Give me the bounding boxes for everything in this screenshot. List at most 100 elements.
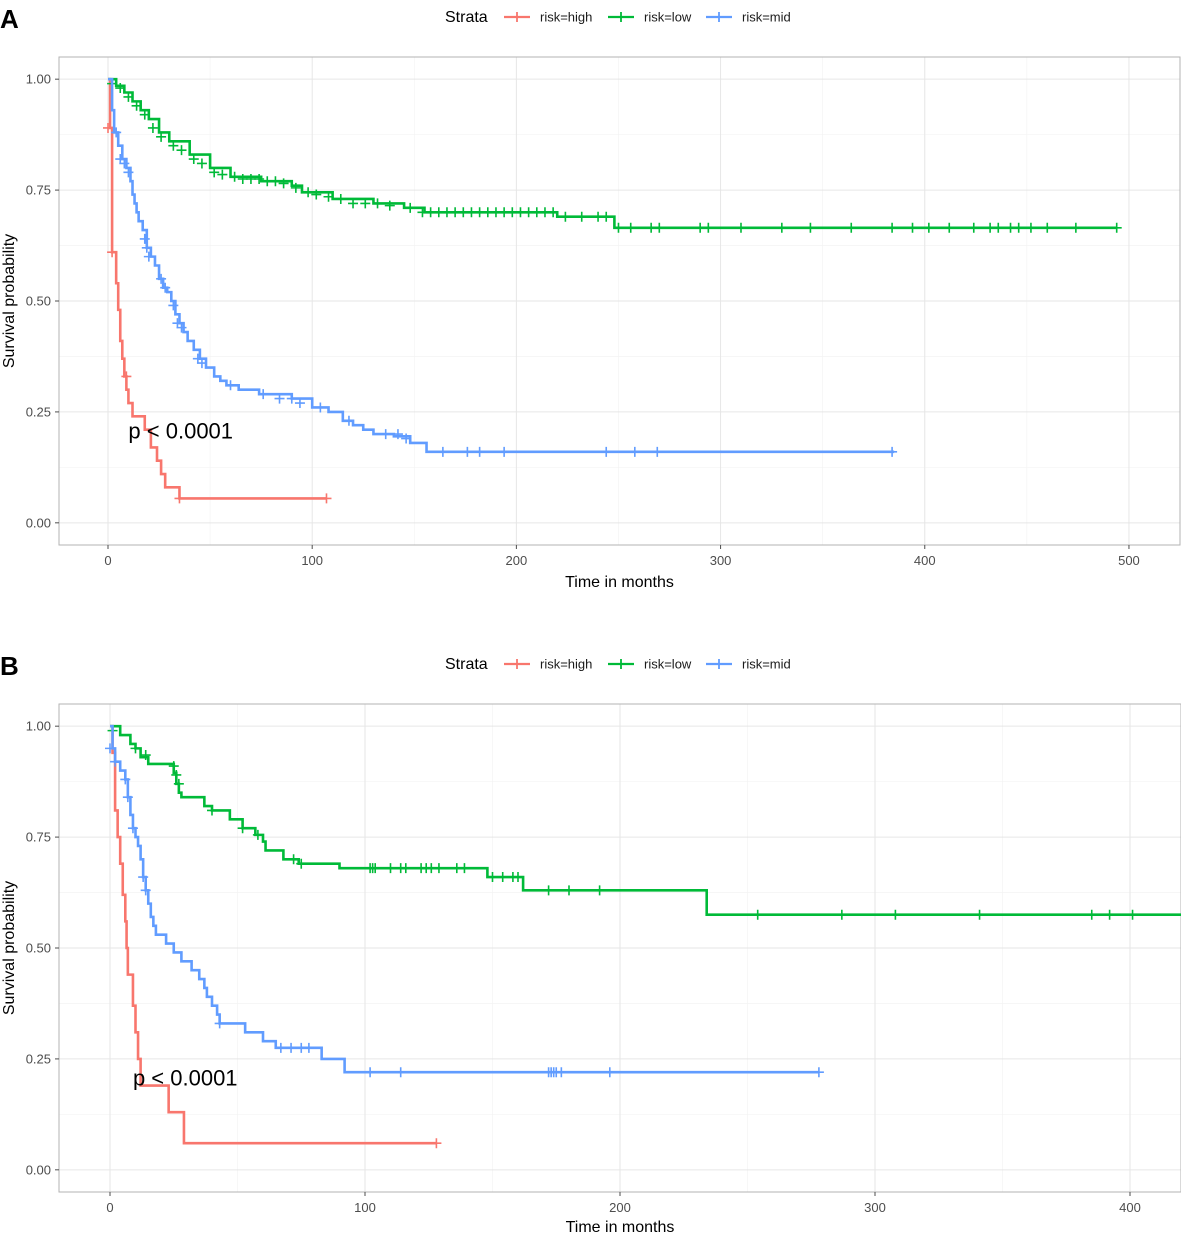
y-axis-title: Survival probability xyxy=(1,881,18,1015)
axes: 0 100 200 300 400 0.00 0.25 0.50 0.75 1.00 xyxy=(26,719,1141,1215)
censor-mark xyxy=(887,446,898,457)
censor-mark xyxy=(140,885,151,896)
censor-mark xyxy=(805,222,816,233)
censor-mark xyxy=(252,829,263,840)
legend-title: Strata xyxy=(445,9,488,26)
censor-mark xyxy=(119,158,130,169)
censor-mark xyxy=(156,131,167,142)
censor-mark xyxy=(123,167,134,178)
censor-mark xyxy=(229,171,240,182)
legend: Strata risk=high risk=low risk=mid xyxy=(445,9,791,26)
censor-mark xyxy=(286,393,297,404)
censor-mark xyxy=(105,743,115,754)
censor-mark xyxy=(107,247,118,258)
legend: Strata risk=high risk=low risk=mid xyxy=(445,656,791,673)
y-tick-label: 0.50 xyxy=(26,941,51,956)
censor-mark xyxy=(601,446,612,457)
censor-mark xyxy=(143,251,154,262)
censor-mark xyxy=(1025,222,1036,233)
censor-mark xyxy=(385,863,396,874)
censor-mark xyxy=(652,446,663,457)
censor-mark xyxy=(168,140,179,151)
censor-mark xyxy=(120,774,131,785)
censor-mark xyxy=(343,415,354,426)
legend-entry: risk=mid xyxy=(742,10,791,25)
x-tick-label: 0 xyxy=(106,1200,113,1215)
censor-mark xyxy=(401,433,412,444)
survival-chart-b: 0 100 200 300 400 0.00 0.25 0.50 0.75 1.00 Time in… xyxy=(0,651,1181,1233)
censor-mark xyxy=(348,198,359,209)
series-risk-low xyxy=(107,724,1181,920)
legend-entry: risk=high xyxy=(540,10,592,25)
x-tick-label: 100 xyxy=(301,553,323,568)
series-risk-mid xyxy=(105,724,824,1078)
censor-mark xyxy=(173,778,184,789)
censor-mark xyxy=(130,743,141,754)
censor-mark xyxy=(139,109,150,120)
censor-mark xyxy=(168,761,179,772)
censor-mark xyxy=(311,189,322,200)
censor-mark xyxy=(139,233,150,244)
censor-mark xyxy=(188,154,199,165)
censor-mark xyxy=(1042,222,1053,233)
censor-mark xyxy=(290,182,301,193)
censor-mark xyxy=(776,222,787,233)
p-value-annotation: p < 0.0001 xyxy=(133,1066,238,1091)
y-tick-label: 0.25 xyxy=(26,404,51,419)
censor-mark xyxy=(890,909,901,920)
censor-mark xyxy=(625,222,636,233)
censor-mark xyxy=(974,909,985,920)
censor-mark xyxy=(156,273,167,284)
censor-mark xyxy=(462,446,473,457)
censor-mark xyxy=(513,872,523,883)
censor-mark xyxy=(1127,909,1138,920)
y-tick-label: 0.25 xyxy=(26,1051,51,1066)
censor-mark xyxy=(258,389,269,400)
y-tick-label: 0.00 xyxy=(26,515,51,530)
censor-mark xyxy=(160,282,171,293)
censor-mark xyxy=(474,446,485,457)
legend-key xyxy=(608,659,634,669)
censor-mark xyxy=(207,805,217,816)
censor-mark xyxy=(296,858,307,869)
legend-key xyxy=(706,12,732,22)
censor-mark xyxy=(127,823,138,834)
censor-mark xyxy=(601,211,612,222)
censor-mark xyxy=(487,872,498,883)
censor-mark xyxy=(431,1138,442,1149)
censor-mark xyxy=(274,393,285,404)
censor-mark xyxy=(392,429,403,440)
gridlines xyxy=(59,57,1180,545)
censor-mark xyxy=(209,167,220,178)
legend-title: Strata xyxy=(445,656,488,673)
censor-mark xyxy=(103,122,114,133)
censor-mark xyxy=(846,222,857,233)
y-tick-label: 0.75 xyxy=(26,183,51,198)
x-axis-title: Time in months xyxy=(566,1219,675,1233)
censor-mark xyxy=(171,769,182,780)
censor-mark xyxy=(944,222,955,233)
legend-entry: risk=low xyxy=(644,657,692,672)
censor-mark xyxy=(131,100,142,111)
censor-mark xyxy=(613,222,624,233)
censor-mark xyxy=(115,83,126,94)
legend-key xyxy=(504,12,530,22)
censor-mark xyxy=(629,446,640,457)
y-tick-label: 1.00 xyxy=(26,719,51,734)
censor-mark xyxy=(176,322,187,333)
censor-mark xyxy=(497,872,508,883)
censor-mark xyxy=(214,1018,225,1029)
censor-mark xyxy=(499,446,510,457)
censor-mark xyxy=(543,885,554,896)
censor-mark xyxy=(380,429,391,440)
censor-mark xyxy=(270,176,281,187)
censor-mark xyxy=(294,398,305,409)
censor-mark xyxy=(140,750,151,761)
censor-mark xyxy=(372,198,383,209)
censor-mark xyxy=(335,193,346,204)
series-risk-high xyxy=(110,724,442,1149)
censor-mark xyxy=(168,300,179,311)
censor-mark xyxy=(556,1067,567,1078)
censor-mark xyxy=(365,1067,376,1078)
legend-key xyxy=(608,12,634,22)
